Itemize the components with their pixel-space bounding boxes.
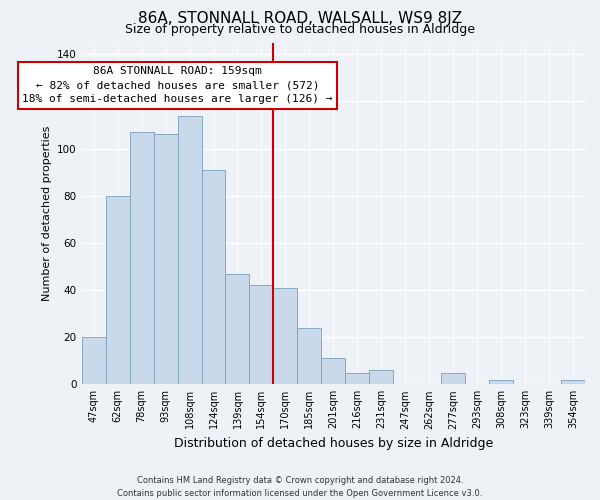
Bar [298,328,322,384]
Y-axis label: Number of detached properties: Number of detached properties [41,126,52,301]
Text: 86A, STONNALL ROAD, WALSALL, WS9 8JZ: 86A, STONNALL ROAD, WALSALL, WS9 8JZ [138,11,462,26]
Bar [441,372,465,384]
Bar [226,274,250,384]
Bar [274,288,298,384]
Text: Contains HM Land Registry data © Crown copyright and database right 2024.
Contai: Contains HM Land Registry data © Crown c… [118,476,482,498]
Bar [202,170,226,384]
Bar [130,132,154,384]
Bar [561,380,585,384]
Bar [250,286,274,384]
Bar [369,370,393,384]
Bar [154,134,178,384]
X-axis label: Distribution of detached houses by size in Aldridge: Distribution of detached houses by size … [174,437,493,450]
Bar [106,196,130,384]
Text: Size of property relative to detached houses in Aldridge: Size of property relative to detached ho… [125,22,475,36]
Bar [489,380,513,384]
Bar [82,337,106,384]
Bar [178,116,202,384]
Text: 86A STONNALL ROAD: 159sqm
← 82% of detached houses are smaller (572)
18% of semi: 86A STONNALL ROAD: 159sqm ← 82% of detac… [22,66,333,104]
Bar [322,358,346,384]
Bar [346,372,369,384]
